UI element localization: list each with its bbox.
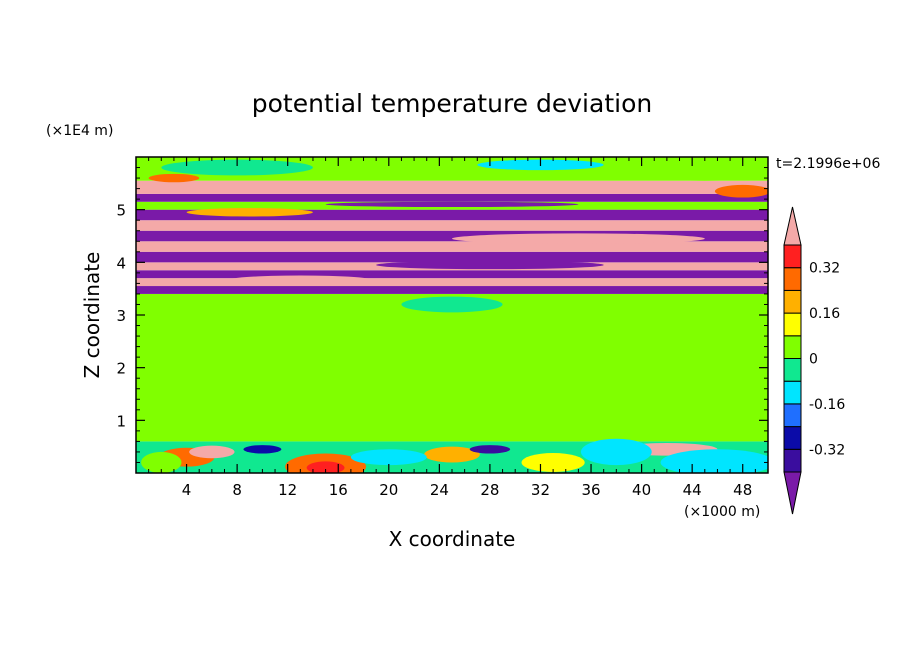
chart-title: potential temperature deviation [252,89,652,118]
x-tick-label-2: 12 [278,481,297,499]
x-unit-label: (×1000 m) [684,504,760,520]
contour-lump-5 [521,452,585,472]
contour-lump-27 [628,164,768,181]
x-axis-label: X coordinate [389,527,516,551]
colorbar-over-triangle [783,206,802,246]
y-tick-label-4: 5 [116,202,126,220]
colorbar-swatch-3 [783,380,802,405]
colorbar-swatch-0 [783,448,802,473]
colorbar-swatch-9 [783,244,802,269]
contour-band-2 [136,286,768,294]
contour-lump-16 [666,391,743,429]
x-tick-label-11: 48 [733,481,752,499]
y-tick-label-2: 3 [116,307,126,325]
x-tick-label-0: 4 [182,481,192,499]
x-tick-label-5: 24 [430,481,449,499]
contour-band-7 [136,241,768,252]
x-tick-label-6: 28 [480,481,499,499]
contour-lump-11 [469,445,511,454]
contour-lump-23 [376,260,604,270]
colorbar-swatch-5 [783,335,802,359]
contour-lump-20 [148,299,276,321]
contour-lump-24 [452,233,705,244]
y-tick-label-3: 4 [116,254,126,272]
contour-band-4 [136,270,768,279]
contour-lump-1 [189,445,235,459]
contour-lump-3 [306,461,345,473]
contour-lump-4 [424,446,480,463]
contour-lump-9 [350,449,427,466]
colorbar-swatch-4 [783,358,802,382]
y-axis: 1 2 3 4 5 [116,167,768,463]
y-tick-label-1: 2 [116,360,126,378]
x-axis: 4 8 12 16 20 24 28 32 36 40 44 48 [148,157,756,499]
contour-lump-14 [350,383,478,426]
contour-lump-19 [603,301,731,329]
contour-band-10 [136,209,768,221]
contour-band-3 [136,278,768,287]
colorbar-label-2: 0 [809,352,818,368]
contour-lump-31 [714,184,768,198]
contour-lump-22 [224,275,377,287]
contour-lump-30 [148,173,200,183]
colorbar-swatch-6 [783,312,802,337]
contour-lump-7 [660,449,768,473]
colorbar: -0.32 -0.16 0 0.16 0.32 [783,206,845,515]
colorbar-swatch-7 [783,289,802,314]
contour-band-8 [136,230,768,242]
x-tick-label-3: 16 [329,481,348,499]
contour-lump-15 [540,359,642,408]
contour-lump-21 [401,296,503,313]
x-tick-label-8: 36 [581,481,600,499]
time-label: t=2.1996e+06 [776,156,880,172]
x-tick-label-1: 8 [232,481,242,499]
colorbar-swatch-2 [783,403,802,428]
x-tick-label-7: 32 [531,481,550,499]
y-unit-label: (×1E4 m) [46,123,113,139]
colorbar-label-4: 0.32 [809,261,840,277]
contour-lump-13 [186,367,288,421]
colorbar-under-triangle [783,471,802,515]
contour-lump-17 [249,330,377,363]
contour-lump-26 [325,201,579,208]
contour-band-6 [136,251,768,263]
colorbar-swatch-1 [783,426,802,450]
contour-band-9 [136,220,768,231]
contour-lump-10 [243,445,282,454]
contour-lump-28 [161,159,313,176]
x-tick-label-4: 20 [379,481,398,499]
y-tick-label-0: 1 [116,412,126,430]
y-axis-label: Z coordinate [80,252,104,379]
x-tick-label-9: 40 [632,481,651,499]
colorbar-label-3: 0.16 [809,306,840,322]
contour-lump-12 [580,438,652,466]
colorbar-label-1: -0.16 [809,397,845,413]
contour-lump-8 [141,451,182,473]
contour-lump-25 [186,208,313,217]
contour-band-12 [136,193,768,202]
contour-lump-18 [439,317,592,355]
x-tick-label-10: 44 [683,481,702,499]
contour-band-13 [136,180,768,194]
contour-lumps [141,159,768,473]
colorbar-label-0: -0.32 [809,442,845,458]
colorbar-swatch-8 [783,267,802,291]
